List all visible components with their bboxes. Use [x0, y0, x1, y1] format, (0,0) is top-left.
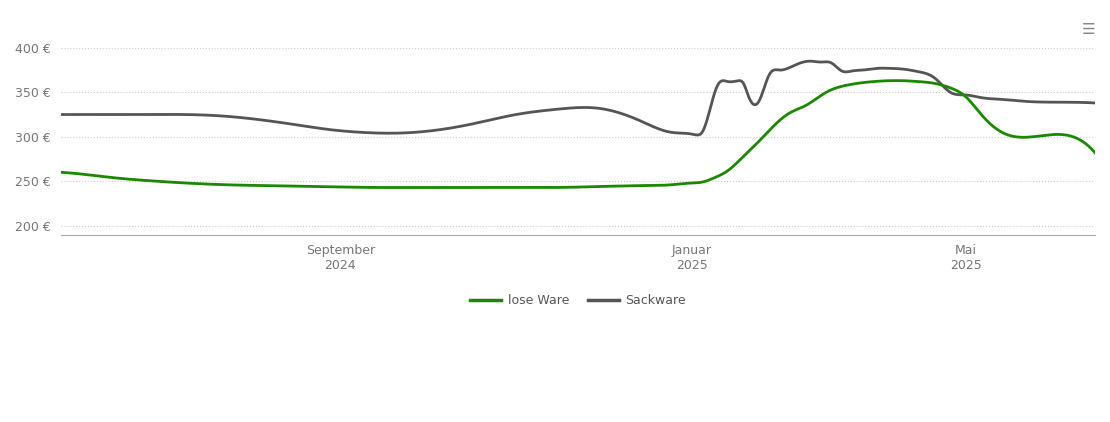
Text: ☰: ☰	[1081, 22, 1094, 38]
Legend: lose Ware, Sackware: lose Ware, Sackware	[465, 289, 690, 312]
